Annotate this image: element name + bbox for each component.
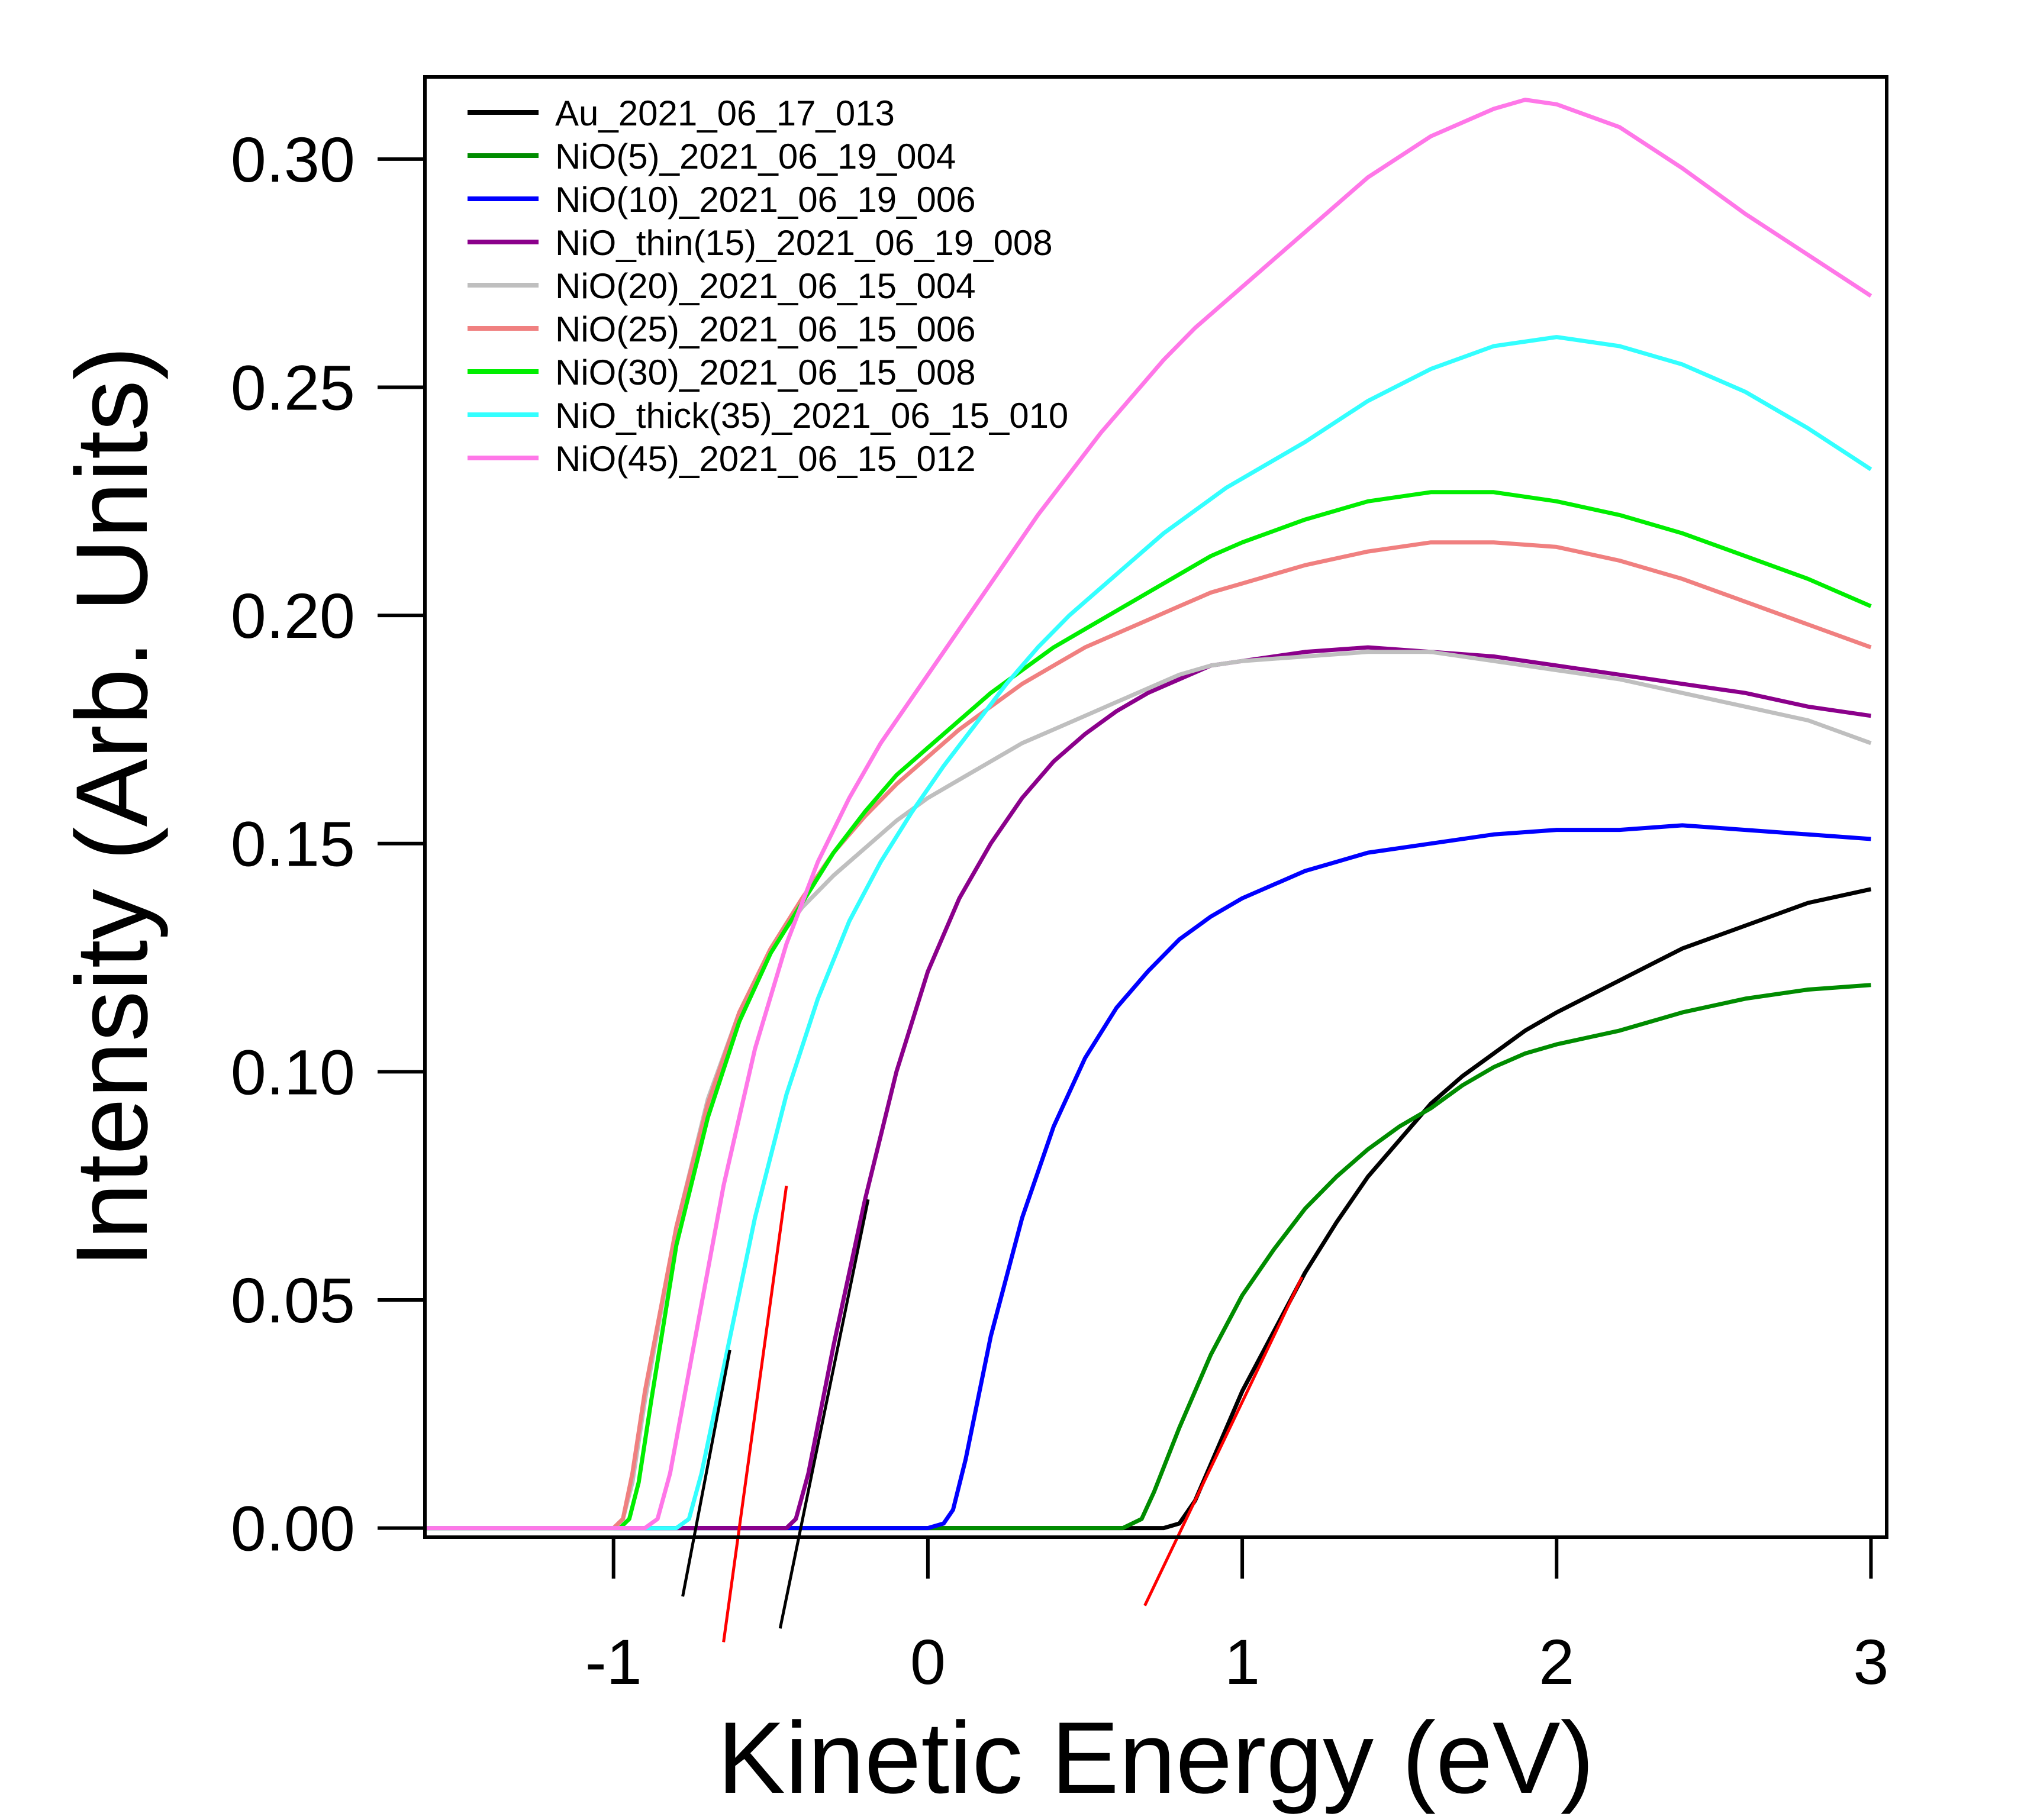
legend-label-3: NiO(10)_2021_06_19_006 — [555, 180, 976, 220]
y-tick-label-3: 0.15 — [231, 808, 355, 880]
series-line-5 — [425, 650, 1872, 1531]
y-tick-label-2: 0.10 — [231, 1036, 355, 1108]
fit-lines — [681, 1185, 1304, 1642]
fit-line-4 — [1143, 1276, 1304, 1606]
series-line-2 — [425, 983, 1871, 1531]
y-tick-label-6: 0.30 — [231, 124, 355, 195]
series-line-9 — [425, 98, 1872, 1531]
series-line-3 — [425, 823, 1871, 1531]
legend: Au_2021_06_17_013 NiO(5)_2021_06_19_004 Ni… — [468, 93, 1068, 479]
series-line-8 — [425, 335, 1872, 1531]
fit-line-2 — [722, 1185, 788, 1642]
plot-lines — [425, 98, 1872, 1531]
fit-line-3 — [778, 1199, 870, 1629]
x-tick-label-1: 0 — [910, 1626, 946, 1698]
legend-label-8: NiO_thick(35)_2021_06_15_010 — [555, 396, 1068, 435]
fit-line-1 — [681, 1350, 731, 1597]
y-tick-label-5: 0.25 — [231, 351, 355, 423]
x-axis-label: Kinetic Energy (eV) — [717, 1701, 1594, 1815]
legend-label-1: Au_2021_06_17_013 — [555, 93, 895, 133]
legend-label-5: NiO(20)_2021_06_15_004 — [555, 266, 976, 306]
legend-label-4: NiO_thin(15)_2021_06_19_008 — [555, 223, 1053, 263]
legend-label-7: NiO(30)_2021_06_15_008 — [555, 353, 976, 392]
y-tick-label-1: 0.05 — [231, 1264, 355, 1336]
x-tick-label-4: 3 — [1853, 1626, 1888, 1698]
x-tick-label-3: 2 — [1539, 1626, 1574, 1698]
series-line-7 — [425, 490, 1872, 1531]
series-line-4 — [425, 645, 1871, 1531]
y-tick-label-0: 0.00 — [231, 1493, 355, 1564]
series-line-6 — [425, 540, 1872, 1531]
legend-label-6: NiO(25)_2021_06_15_006 — [555, 309, 976, 349]
x-tick-label-2: 1 — [1224, 1626, 1260, 1698]
plot-frame — [423, 75, 1888, 1539]
x-axis: -1 0 1 2 3 — [585, 1537, 1888, 1698]
legend-label-9: NiO(45)_2021_06_15_012 — [555, 439, 976, 479]
x-tick-label-0: -1 — [585, 1626, 642, 1698]
y-axis: 0.00 0.05 0.10 0.15 0.20 0.25 0.30 — [231, 124, 425, 1564]
y-tick-label-4: 0.20 — [231, 580, 355, 651]
y-axis-label: Intensity (Arb. Units) — [55, 346, 169, 1268]
legend-label-2: NiO(5)_2021_06_19_004 — [555, 137, 956, 176]
